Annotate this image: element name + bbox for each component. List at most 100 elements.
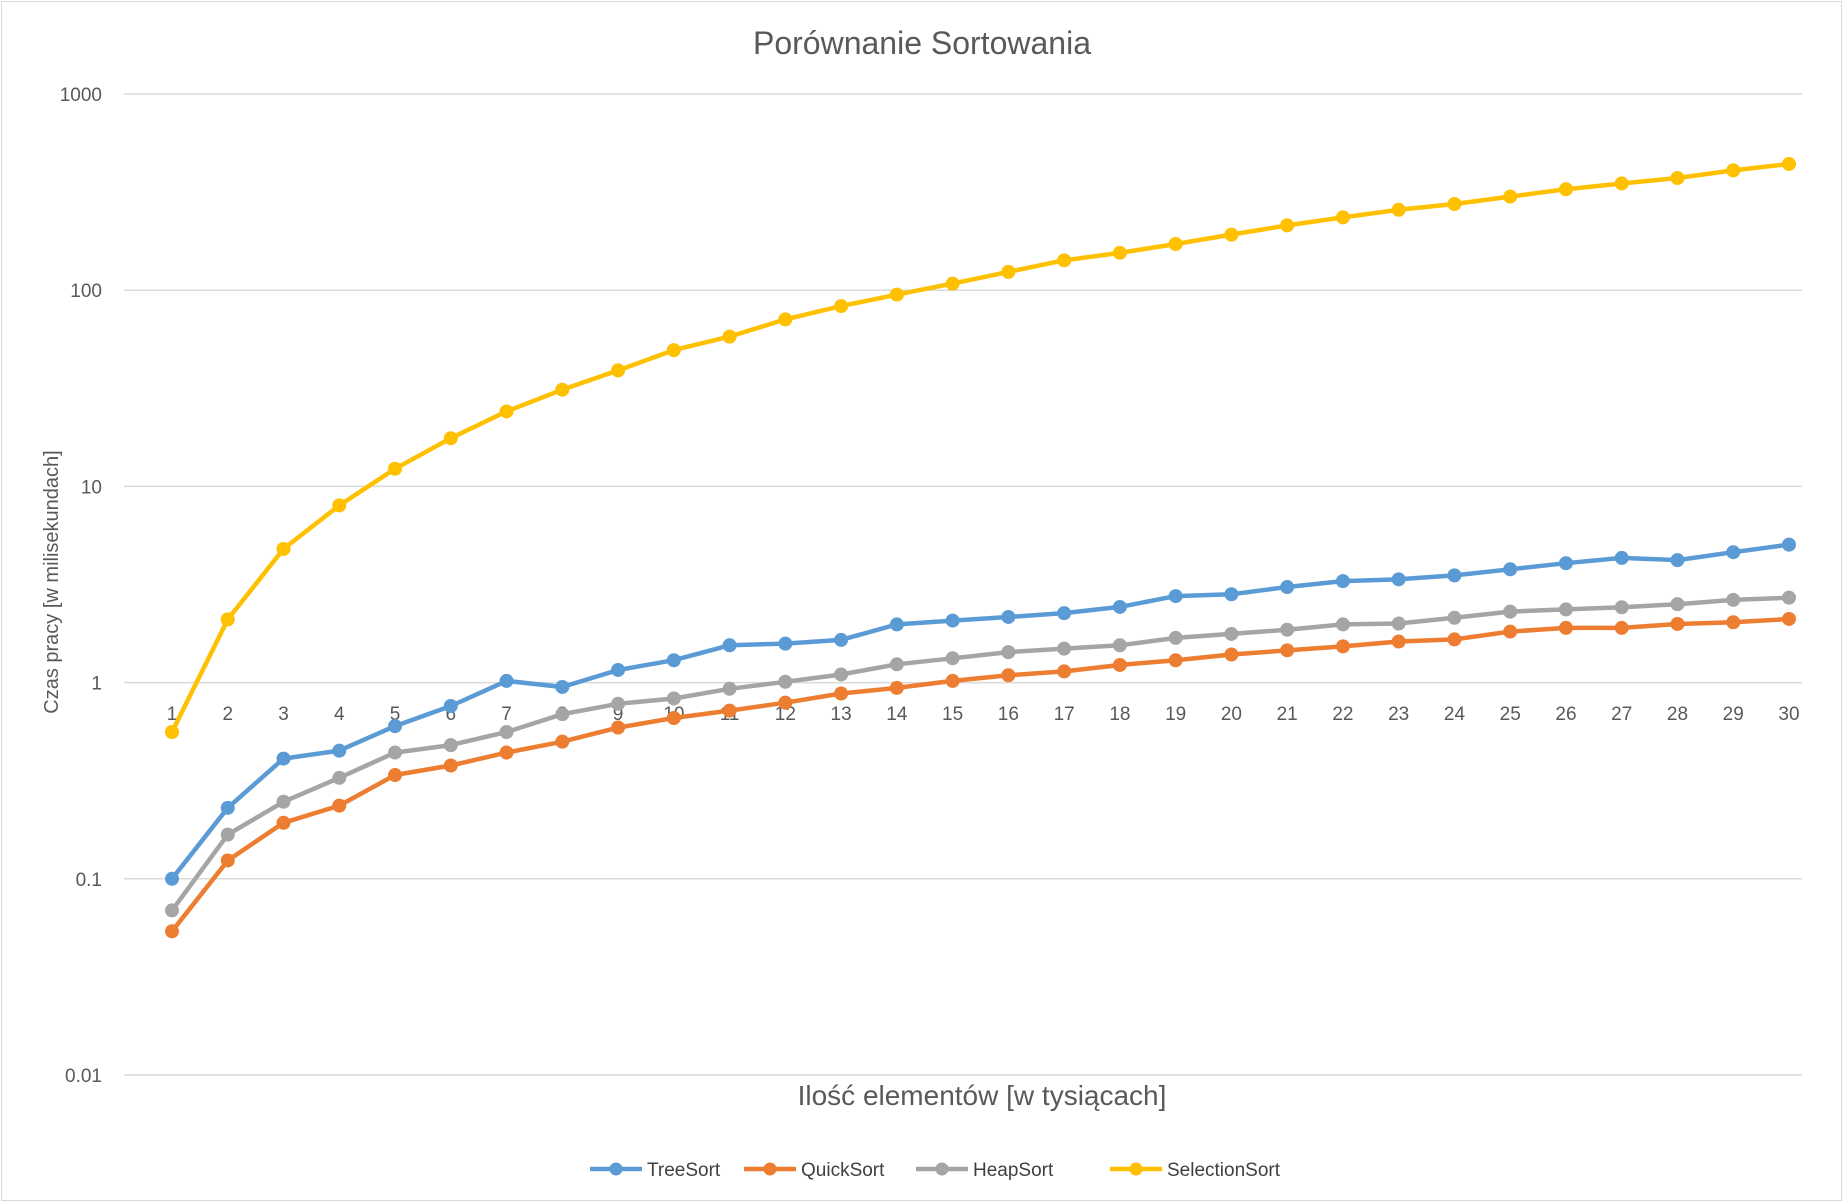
- x-tick-label: 22: [1332, 704, 1353, 725]
- x-tick-label: 27: [1611, 704, 1632, 725]
- data-point: [388, 461, 403, 476]
- data-point: [1168, 236, 1183, 251]
- data-point: [778, 636, 793, 651]
- y-tick-label: 0.1: [76, 870, 102, 891]
- data-point: [1782, 590, 1796, 605]
- series-quicksort: [165, 611, 1796, 939]
- data-point: [1001, 264, 1016, 279]
- data-point: [165, 725, 179, 740]
- data-point: [1447, 632, 1462, 647]
- data-point: [555, 707, 570, 722]
- series-selectionsort: [165, 156, 1796, 740]
- x-tick-label: 6: [446, 704, 457, 725]
- data-point: [1670, 553, 1685, 568]
- gridlines: [124, 93, 1802, 1076]
- data-point: [388, 745, 403, 760]
- data-point: [1280, 622, 1295, 637]
- data-point: [1224, 626, 1239, 641]
- x-axis-title: Ilość elementów [w tysiącach]: [798, 1080, 1167, 1111]
- data-point: [1001, 668, 1016, 683]
- chart-title: Porównanie Sortowania: [753, 25, 1091, 61]
- data-point: [1782, 611, 1796, 626]
- data-point: [388, 719, 403, 734]
- data-point: [945, 651, 960, 666]
- data-point: [889, 617, 904, 632]
- x-tick-label: 30: [1778, 704, 1799, 725]
- series-layer: [165, 156, 1796, 939]
- data-point: [499, 745, 514, 760]
- y-tick-label: 1000: [60, 85, 102, 106]
- data-point: [332, 770, 347, 785]
- x-tick-label: 28: [1667, 704, 1688, 725]
- data-point: [611, 662, 626, 677]
- data-point: [1670, 597, 1685, 612]
- data-point: [1726, 592, 1741, 607]
- x-tick-label: 12: [775, 704, 796, 725]
- data-point: [1001, 609, 1016, 624]
- data-point: [1001, 645, 1016, 660]
- data-point: [1391, 634, 1406, 649]
- series-line-selectionsort: [169, 161, 1792, 735]
- x-tick-label: 3: [278, 704, 289, 725]
- data-point: [1614, 176, 1629, 191]
- data-point: [1391, 202, 1406, 217]
- x-tick-label: 23: [1388, 704, 1409, 725]
- data-point: [1726, 163, 1741, 178]
- data-point: [1447, 197, 1462, 212]
- data-point: [778, 674, 793, 689]
- data-point: [834, 632, 849, 647]
- data-point: [1335, 574, 1350, 589]
- data-point: [499, 404, 514, 419]
- data-point: [276, 815, 291, 830]
- series-treesort: [165, 537, 1796, 886]
- data-point: [889, 657, 904, 672]
- data-point: [778, 312, 793, 327]
- x-tick-label: 20: [1221, 704, 1242, 725]
- data-point: [443, 758, 458, 773]
- data-point: [611, 363, 626, 378]
- x-tick-label: 18: [1109, 704, 1130, 725]
- data-point: [276, 751, 291, 766]
- data-point: [1391, 572, 1406, 587]
- data-point: [889, 287, 904, 302]
- x-tick-label: 1: [167, 704, 178, 725]
- data-point: [722, 681, 737, 696]
- data-point: [443, 431, 458, 446]
- data-point: [666, 691, 681, 706]
- data-point: [1726, 545, 1741, 560]
- data-point: [443, 698, 458, 713]
- data-point: [1503, 562, 1518, 577]
- data-point: [1614, 620, 1629, 635]
- data-point: [332, 743, 347, 758]
- legend-item-treesort: TreeSort: [590, 1160, 721, 1181]
- legend-swatch-marker: [609, 1162, 623, 1176]
- x-tick-label: 5: [390, 704, 401, 725]
- data-point: [1726, 615, 1741, 630]
- y-axis-ticks: 0.01 0.1 1 10 100 1000: [60, 85, 102, 1087]
- data-point: [1670, 616, 1685, 631]
- data-point: [499, 725, 514, 740]
- data-point: [220, 612, 235, 627]
- data-point: [1782, 156, 1796, 171]
- x-tick-label: 13: [831, 704, 852, 725]
- data-point: [1335, 639, 1350, 654]
- data-point: [1112, 599, 1127, 614]
- data-point: [945, 613, 960, 628]
- data-point: [165, 924, 179, 939]
- data-point: [666, 653, 681, 668]
- x-tick-label: 26: [1555, 704, 1576, 725]
- data-point: [889, 680, 904, 695]
- x-tick-label: 15: [942, 704, 963, 725]
- legend-item-quicksort: QuickSort: [744, 1160, 885, 1181]
- y-tick-label: 10: [81, 477, 102, 498]
- series-line-heapsort: [169, 595, 1792, 913]
- x-tick-label: 24: [1444, 704, 1466, 725]
- y-axis-title: Czas pracy [w milisekundach]: [41, 450, 63, 713]
- data-point: [1614, 600, 1629, 615]
- x-tick-label: 2: [222, 704, 233, 725]
- data-point: [666, 711, 681, 726]
- data-point: [555, 679, 570, 694]
- x-tick-label: 9: [613, 704, 624, 725]
